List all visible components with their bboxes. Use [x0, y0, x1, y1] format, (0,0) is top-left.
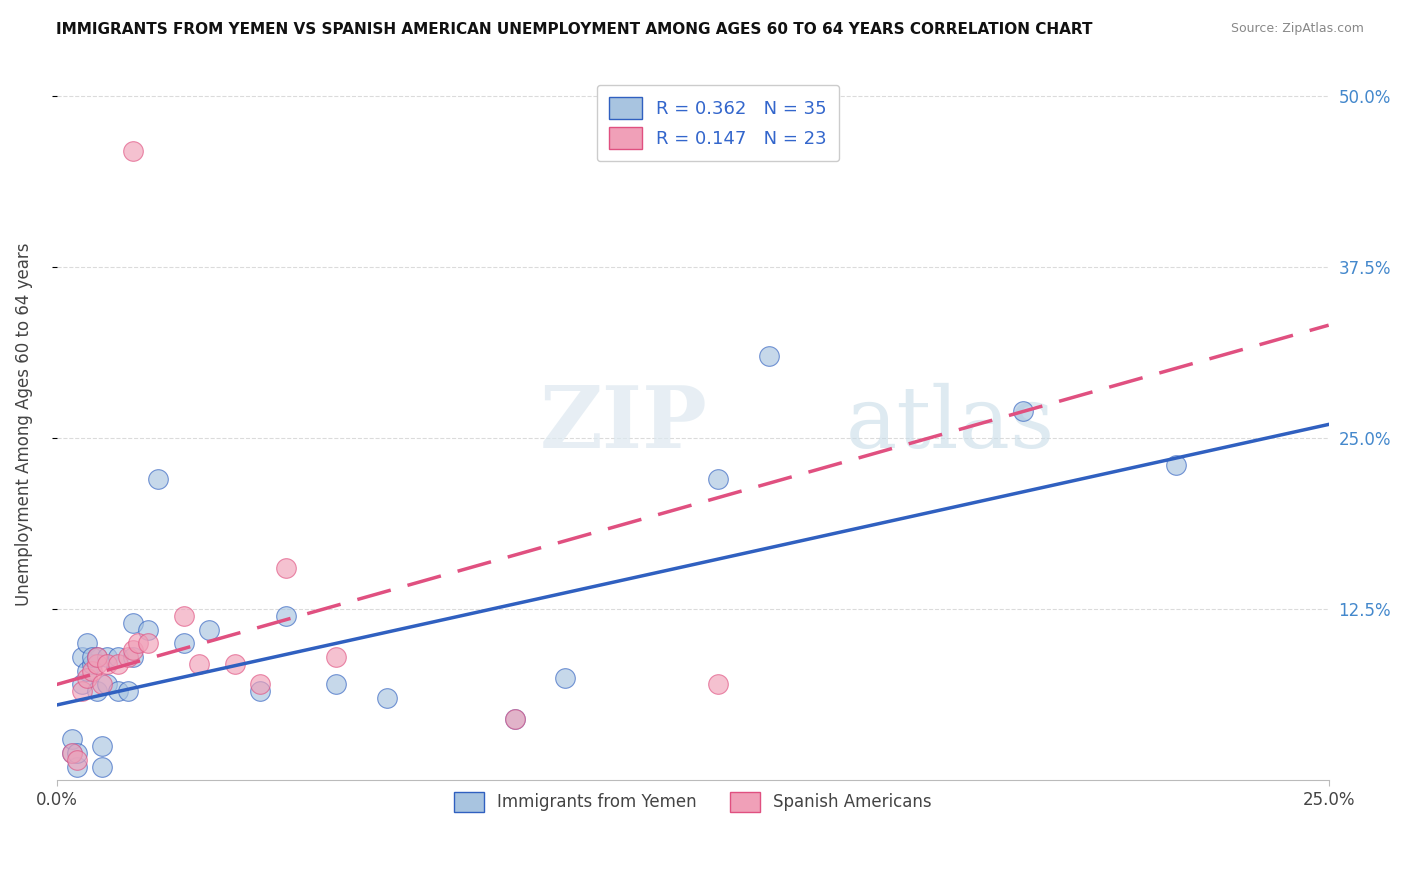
Point	[503, 712, 526, 726]
Point	[1012, 403, 1035, 417]
Text: ZIP: ZIP	[540, 383, 707, 467]
Y-axis label: Unemployment Among Ages 60 to 64 years: Unemployment Among Ages 60 to 64 years	[15, 243, 32, 607]
Point	[274, 609, 297, 624]
Point	[325, 677, 347, 691]
Point	[96, 677, 118, 691]
Point	[96, 650, 118, 665]
Point	[86, 657, 108, 671]
Point	[66, 759, 89, 773]
Text: IMMIGRANTS FROM YEMEN VS SPANISH AMERICAN UNEMPLOYMENT AMONG AGES 60 TO 64 YEARS: IMMIGRANTS FROM YEMEN VS SPANISH AMERICA…	[56, 22, 1092, 37]
Point	[76, 636, 98, 650]
Point	[86, 650, 108, 665]
Point	[554, 671, 576, 685]
Point	[96, 657, 118, 671]
Legend: Immigrants from Yemen, Spanish Americans: Immigrants from Yemen, Spanish Americans	[440, 779, 945, 825]
Point	[86, 650, 108, 665]
Point	[107, 684, 129, 698]
Point	[82, 664, 104, 678]
Point	[60, 746, 83, 760]
Point	[66, 746, 89, 760]
Point	[76, 664, 98, 678]
Point	[91, 677, 114, 691]
Point	[136, 623, 159, 637]
Point	[66, 753, 89, 767]
Point	[1164, 458, 1187, 473]
Point	[107, 650, 129, 665]
Point	[122, 643, 145, 657]
Point	[173, 636, 195, 650]
Point	[758, 349, 780, 363]
Point	[86, 684, 108, 698]
Point	[122, 650, 145, 665]
Point	[60, 746, 83, 760]
Point	[503, 712, 526, 726]
Point	[82, 657, 104, 671]
Point	[117, 650, 139, 665]
Point	[122, 615, 145, 630]
Point	[707, 472, 730, 486]
Point	[70, 677, 93, 691]
Text: Source: ZipAtlas.com: Source: ZipAtlas.com	[1230, 22, 1364, 36]
Point	[148, 472, 170, 486]
Point	[70, 650, 93, 665]
Point	[91, 739, 114, 753]
Point	[224, 657, 246, 671]
Point	[82, 650, 104, 665]
Point	[127, 636, 149, 650]
Point	[249, 684, 271, 698]
Point	[249, 677, 271, 691]
Point	[107, 657, 129, 671]
Point	[173, 609, 195, 624]
Point	[188, 657, 211, 671]
Point	[60, 732, 83, 747]
Point	[325, 650, 347, 665]
Point	[91, 759, 114, 773]
Point	[117, 684, 139, 698]
Point	[76, 671, 98, 685]
Point	[274, 561, 297, 575]
Point	[136, 636, 159, 650]
Point	[70, 684, 93, 698]
Point	[375, 691, 398, 706]
Text: atlas: atlas	[845, 383, 1054, 466]
Point	[122, 144, 145, 158]
Point	[198, 623, 221, 637]
Point	[707, 677, 730, 691]
